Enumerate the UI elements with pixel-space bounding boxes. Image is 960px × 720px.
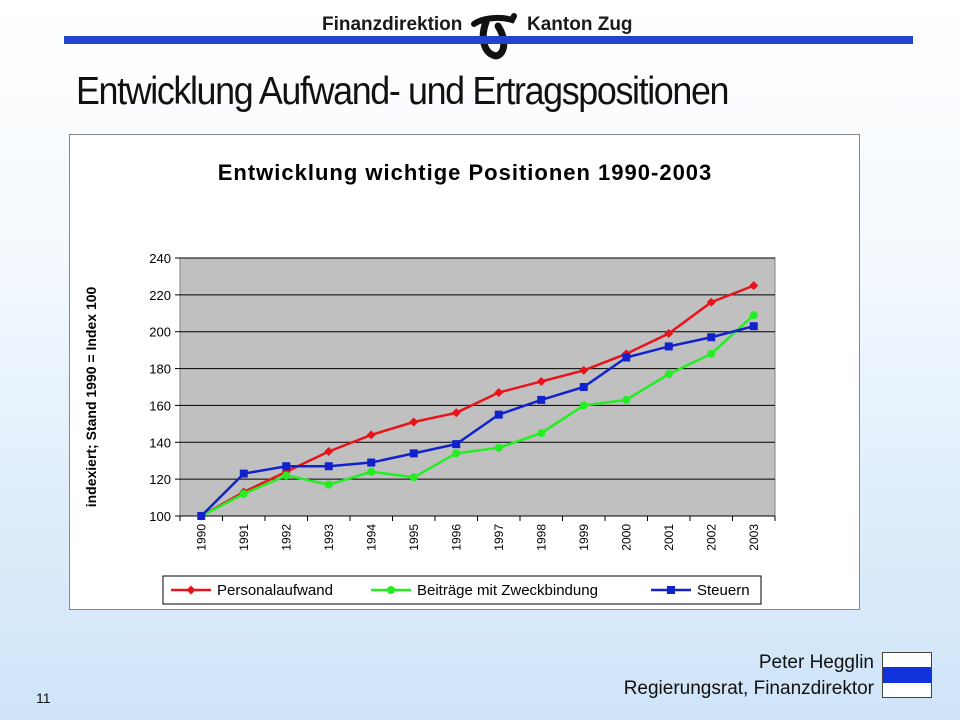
x-tick-label: 1991 <box>237 524 251 551</box>
x-tick-label: 1998 <box>534 524 548 551</box>
canton-flag-icon <box>882 652 932 698</box>
x-tick-label: 1997 <box>492 524 506 551</box>
legend-label: Beiträge mit Zweckbindung <box>417 582 598 599</box>
canton-zug-logo-icon <box>471 13 517 60</box>
data-point-1 <box>452 449 461 458</box>
data-point-0 <box>324 447 334 456</box>
data-point-1 <box>282 471 291 480</box>
x-tick-label: 1999 <box>577 524 591 551</box>
y-axis-label: indexiert; Stand 1990 = Index 100 <box>83 286 99 507</box>
chart-container: Entwicklung wichtige Positionen 1990-200… <box>69 134 860 610</box>
y-tick-label: 180 <box>149 362 171 377</box>
header-divider <box>64 36 913 44</box>
y-tick-label: 160 <box>149 398 171 413</box>
data-point-2 <box>664 342 673 351</box>
data-point-1 <box>579 401 588 410</box>
x-tick-label: 1994 <box>364 524 378 551</box>
data-point-0 <box>494 388 504 398</box>
data-point-0 <box>706 297 716 307</box>
data-point-2 <box>537 395 546 404</box>
legend-label: Personalaufwand <box>217 582 333 599</box>
data-point-1 <box>622 395 631 404</box>
series-line-2 <box>200 324 755 517</box>
legend-label: Steuern <box>697 582 750 599</box>
x-tick-label: 1996 <box>449 524 463 551</box>
data-point-2 <box>239 469 248 478</box>
y-tick-label: 240 <box>149 251 171 266</box>
y-tick-label: 100 <box>149 509 171 524</box>
data-point-2 <box>452 440 461 449</box>
data-point-0 <box>664 329 674 339</box>
data-point-1 <box>749 311 758 320</box>
series-line-1 <box>200 314 755 518</box>
data-point-0 <box>749 281 759 291</box>
page-number: 11 <box>36 690 51 706</box>
data-point-0 <box>579 365 589 375</box>
header-department: Finanzdirektion <box>322 14 463 35</box>
chart-svg: Entwicklung wichtige Positionen 1990-200… <box>83 160 776 605</box>
data-point-0 <box>536 376 546 386</box>
data-point-2 <box>707 333 716 342</box>
data-point-2 <box>324 462 333 471</box>
page-title: Entwicklung Aufwand- und Ertragsposition… <box>76 70 729 113</box>
data-point-1 <box>324 480 333 489</box>
data-point-1 <box>707 349 716 358</box>
legend-marker-0 <box>186 585 196 595</box>
plot-area <box>179 257 776 517</box>
data-point-2 <box>622 353 631 362</box>
data-point-1 <box>537 429 546 438</box>
data-point-2 <box>282 462 291 471</box>
x-tick-label: 1990 <box>194 524 208 551</box>
data-point-1 <box>239 489 248 498</box>
data-point-0 <box>409 417 419 427</box>
x-tick-label: 2001 <box>662 524 676 551</box>
series-line-0 <box>200 284 755 518</box>
data-point-1 <box>494 443 503 452</box>
x-tick-label: 2002 <box>704 524 718 551</box>
data-point-0 <box>451 408 461 418</box>
y-tick-label: 200 <box>149 325 171 340</box>
data-point-1 <box>664 370 673 379</box>
author-name: Peter Hegglin <box>758 652 874 673</box>
data-point-2 <box>494 410 503 419</box>
x-tick-label: 1992 <box>279 524 293 551</box>
x-tick-label: 2000 <box>619 524 633 551</box>
data-point-2 <box>367 458 376 467</box>
data-point-1 <box>409 473 418 482</box>
data-point-2 <box>409 449 418 458</box>
data-point-2 <box>749 322 758 331</box>
y-tick-label: 220 <box>149 288 171 303</box>
header-canton: Kanton Zug <box>527 14 633 35</box>
y-tick-label: 120 <box>149 472 171 487</box>
data-point-1 <box>367 467 376 476</box>
data-point-2 <box>579 383 588 391</box>
legend-marker-2 <box>667 586 675 594</box>
data-point-2 <box>197 512 206 520</box>
chart-title: Entwicklung wichtige Positionen 1990-200… <box>218 160 713 185</box>
x-tick-label: 1995 <box>407 524 421 551</box>
legend-marker-1 <box>387 586 395 594</box>
x-tick-label: 2003 <box>747 524 761 551</box>
y-tick-label: 140 <box>149 435 171 450</box>
x-tick-label: 1993 <box>322 524 336 551</box>
data-point-0 <box>366 430 376 440</box>
author-role: Regierungsrat, Finanzdirektor <box>623 678 874 699</box>
